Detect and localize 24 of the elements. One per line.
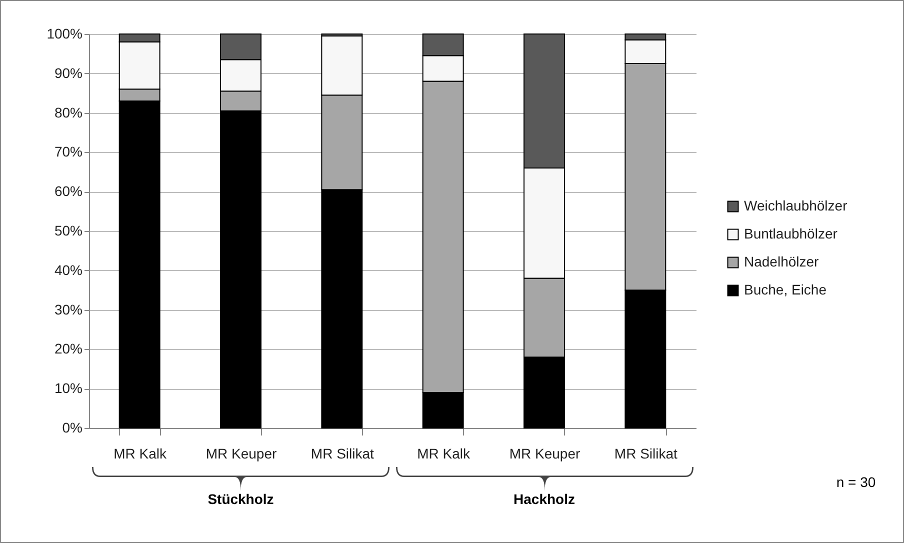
y-tick-label: 10% [54, 380, 82, 396]
x-tick-label: MR Silikat [310, 446, 374, 462]
x-tick-label: MR Kalk [114, 446, 168, 462]
y-tick-label: 80% [54, 104, 82, 120]
y-tick-label: 50% [54, 222, 82, 238]
text: Stückholz [208, 491, 274, 507]
y-tick-label: 0% [62, 420, 82, 436]
y-tick-label: 60% [54, 183, 82, 200]
x-tick-label: MR Kalk [417, 446, 472, 462]
y-tick-label: 30% [54, 301, 82, 318]
y-tick-label: 40% [54, 262, 82, 278]
legend-label: Weichlaubhölzer [744, 197, 848, 214]
legend-label: Buche, Eiche [744, 281, 827, 298]
legend-label: Buntlaubhölzer [744, 225, 838, 242]
y-tick-label: 70% [54, 144, 82, 160]
y-tick-label: 20% [54, 340, 82, 357]
x-tick-label: MR Keuper [509, 446, 580, 462]
text: Hackholz [514, 491, 575, 507]
y-tick-label: 90% [54, 64, 82, 81]
y-tick-label: 100% [46, 26, 82, 42]
text: n = 30 [836, 474, 876, 490]
x-tick-label: MR Keuper [206, 446, 277, 462]
legend-label: Nadelhölzer [744, 253, 820, 270]
x-tick-label: MR Silikat [614, 446, 678, 462]
